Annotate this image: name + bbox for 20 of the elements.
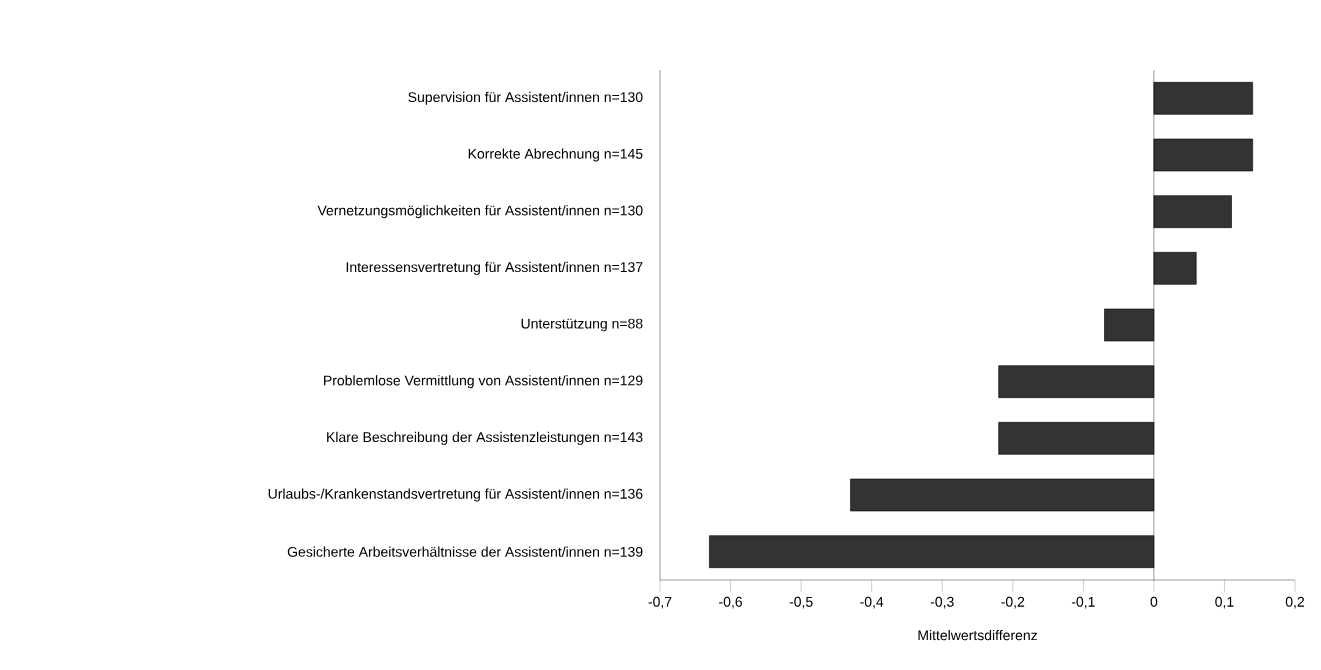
x-tick-label: -0,3 (930, 596, 954, 609)
y-tick-label: Korrekte Abrechnung n=145 (468, 148, 643, 162)
y-tick-label: Supervision für Assistent/innen n=130 (408, 91, 643, 105)
y-tick-label: Problemlose Vermittlung von Assistent/innen n=129 (324, 375, 643, 389)
x-tick-label: -0,1 (1071, 596, 1095, 609)
y-tick-label: Vernetzungsmöglichkeiten für Assistent/innen n=130 (317, 205, 643, 219)
x-tick-label: 0,2 (1285, 596, 1305, 609)
x-tick-label: -0,6 (719, 596, 742, 609)
x-tick-label: 0,1 (1215, 596, 1234, 609)
x-tick-label: -0,5 (789, 596, 813, 609)
x-axis-title: Mittelwertsdifferenz (918, 629, 1037, 641)
y-tick-label: Interessensvertretung für Assistent/innen n=137 (346, 261, 643, 275)
x-tick-label: -0,7 (648, 596, 672, 609)
x-tick-label: -0,2 (1001, 596, 1025, 609)
x-tick-label: -0,4 (860, 596, 884, 609)
y-tick-label: Gesicherte Arbeitsverhältnisse der Assistent/innen n=139 (287, 546, 643, 557)
y-tick-label: Unterstützung n=88 (521, 318, 643, 332)
x-tick-label: 0 (1150, 596, 1158, 607)
y-tick-label: Urlaubs-/Krankenstandsvertretung für Assistent/innen n=136 (268, 488, 643, 502)
y-tick-label: Klare Beschreibung der Assistenzleistungen n=143 (327, 431, 643, 445)
